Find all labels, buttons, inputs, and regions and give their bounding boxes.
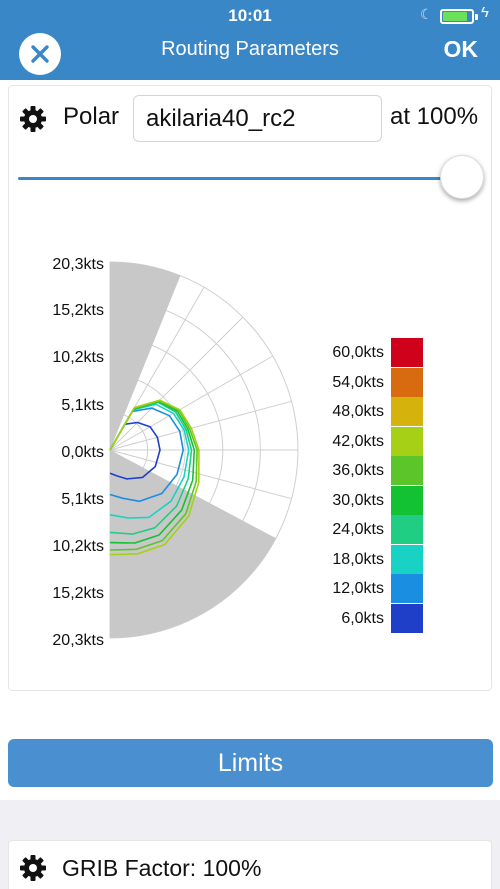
battery-icon: [440, 9, 478, 24]
navigation-bar: 10:01 ☾ ϟ Routing Parameters OK: [0, 0, 500, 80]
legend-label: 12,0kts: [332, 580, 384, 597]
close-icon: [31, 45, 49, 63]
polar-percent-slider-thumb[interactable]: [440, 155, 484, 199]
radial-tick-label: 10,2kts: [52, 349, 104, 366]
radial-tick-label: 20,3kts: [52, 256, 104, 273]
page-title: Routing Parameters: [161, 38, 339, 60]
routing-panel: [0, 80, 500, 800]
legend-label: 24,0kts: [332, 521, 384, 538]
legend-swatch: [391, 338, 423, 367]
do-not-disturb-icon: ☾: [420, 6, 433, 22]
legend-label: 48,0kts: [332, 403, 384, 420]
legend-label: 18,0kts: [332, 550, 384, 568]
close-button[interactable]: [19, 33, 61, 75]
ok-button[interactable]: OK: [443, 36, 479, 62]
charging-icon: ϟ: [481, 4, 489, 21]
limits-button[interactable]: Limits: [8, 739, 493, 787]
legend-swatch: [391, 544, 423, 574]
radial-tick-label: 0,0kts: [61, 444, 104, 461]
radial-tick-label: 10,2kts: [52, 538, 104, 555]
polar-percent-label: at 100%: [390, 103, 479, 130]
radial-tick-label: 15,2kts: [52, 585, 104, 602]
legend-swatch: [391, 515, 423, 544]
grib-settings-gear-icon[interactable]: [19, 854, 47, 882]
radial-tick-label: 15,2kts: [52, 302, 104, 319]
polar-label: Polar: [63, 103, 120, 130]
legend-label: 6,0kts: [341, 609, 384, 627]
status-time: 10:01: [228, 6, 272, 25]
legend-label: 36,0kts: [332, 462, 384, 479]
legend-swatch: [391, 456, 423, 485]
legend-swatch: [391, 574, 423, 603]
grib-factor-label: GRIB Factor: 100%: [62, 855, 262, 881]
legend-label: 54,0kts: [332, 373, 384, 391]
legend-swatch: [391, 367, 423, 397]
legend-label: 30,0kts: [332, 491, 384, 509]
polar-settings-gear-icon[interactable]: [19, 105, 47, 133]
legend-label: 60,0kts: [332, 344, 384, 361]
radial-tick-label: 5,1kts: [61, 491, 104, 508]
radial-tick-label: 5,1kts: [61, 397, 104, 414]
legend-label: 42,0kts: [332, 432, 384, 450]
radial-tick-label: 20,3kts: [52, 632, 104, 649]
legend-swatch: [391, 485, 423, 515]
legend-swatch: [391, 426, 423, 456]
polar-percent-slider-track[interactable]: [18, 177, 462, 180]
polar-name-input[interactable]: [133, 95, 382, 142]
grib-factor-row[interactable]: [8, 840, 492, 889]
legend-swatch: [391, 397, 423, 426]
legend-swatch: [391, 603, 423, 633]
